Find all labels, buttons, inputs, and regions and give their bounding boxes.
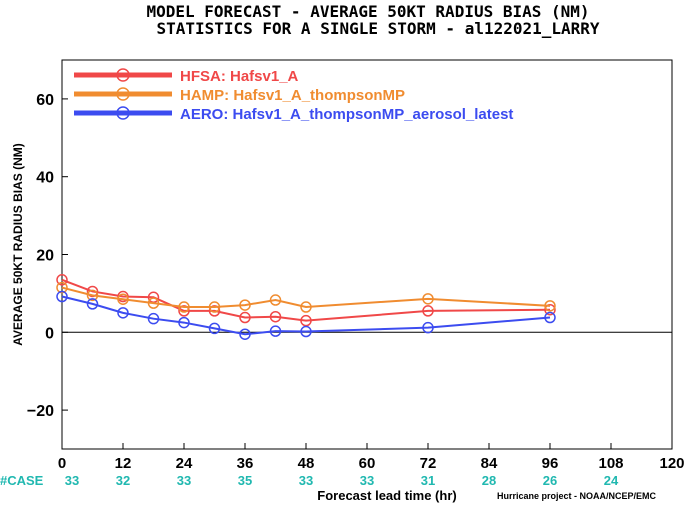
y-tick-label: 20 (36, 248, 54, 265)
legend-marker-0 (116, 68, 130, 82)
case-count: 24 (604, 473, 619, 488)
data-point (269, 294, 282, 306)
data-point (422, 293, 434, 305)
case-count: 33 (299, 473, 313, 488)
data-point (117, 307, 129, 319)
data-point (178, 316, 190, 329)
x-tick-label: 72 (420, 455, 437, 472)
data-point (544, 303, 556, 316)
data-point (239, 299, 251, 311)
legend-label-0: HFSA: Hafsv1_A (180, 68, 299, 85)
data-point (86, 289, 99, 302)
y-tick-label: 0 (45, 325, 54, 342)
series-line-2 (61, 295, 551, 336)
data-point (544, 311, 556, 324)
data-point (300, 314, 312, 327)
case-count: 33 (177, 473, 191, 488)
data-point (239, 311, 251, 324)
case-count: 28 (482, 473, 496, 488)
x-tick-label: 0 (58, 455, 66, 472)
y-tick-label: 40 (36, 170, 54, 187)
x-tick-label: 48 (298, 455, 315, 472)
data-point (422, 321, 434, 334)
series-line-1 (61, 286, 551, 309)
case-count: 33 (65, 473, 79, 488)
y-tick-label: 60 (36, 92, 54, 109)
data-point (147, 297, 160, 309)
case-count: 26 (543, 473, 557, 488)
series-line-0 (61, 278, 551, 322)
chart-title: MODEL FORECAST - AVERAGE 50KT RADIUS BIA… (146, 2, 590, 21)
data-point (300, 325, 312, 338)
x-tick-label: 120 (659, 455, 684, 472)
x-tick-label: 24 (176, 455, 193, 472)
data-point (269, 325, 282, 337)
data-point (422, 305, 434, 317)
data-point (300, 301, 312, 313)
data-point (208, 305, 221, 317)
data-point (56, 274, 68, 286)
x-tick-label: 36 (237, 455, 254, 472)
x-tick-label: 108 (598, 455, 623, 472)
x-tick-label: 84 (481, 455, 498, 472)
chart-subtitle: STATISTICS FOR A SINGLE STORM - al122021… (156, 19, 600, 38)
data-point (56, 290, 68, 303)
data-point (208, 322, 221, 335)
credit-text: Hurricane project - NOAA/NCEP/EMC (497, 491, 657, 501)
data-point (86, 285, 99, 298)
case-count: 32 (116, 473, 130, 488)
y-axis-label: AVERAGE 50KT RADIUS BIAS (NM) (11, 143, 25, 345)
data-point (178, 305, 190, 317)
y-tick-label: −20 (27, 403, 54, 420)
x-tick-label: 96 (542, 455, 559, 472)
x-axis-label: Forecast lead time (hr) (317, 488, 456, 503)
case-row-label: #CASE (0, 473, 44, 488)
x-tick-label: 60 (359, 455, 376, 472)
data-point (269, 310, 282, 323)
data-point (178, 301, 190, 313)
legend-marker-1 (116, 87, 130, 101)
data-point (208, 301, 221, 313)
data-point (56, 281, 68, 294)
case-count: 33 (360, 473, 374, 488)
data-point (239, 328, 251, 340)
data-point (86, 298, 99, 310)
legend-label-2: AERO: Hafsv1_A_thompsonMP_aerosol_latest (180, 106, 513, 123)
case-count: 31 (421, 473, 435, 488)
data-point (544, 300, 556, 312)
x-tick-label: 12 (115, 455, 132, 472)
legend-marker-2 (116, 106, 130, 120)
case-count: 35 (238, 473, 252, 488)
legend-label-1: HAMP: Hafsv1_A_thompsonMP (180, 87, 405, 104)
data-point (117, 293, 129, 305)
data-point (147, 312, 160, 325)
